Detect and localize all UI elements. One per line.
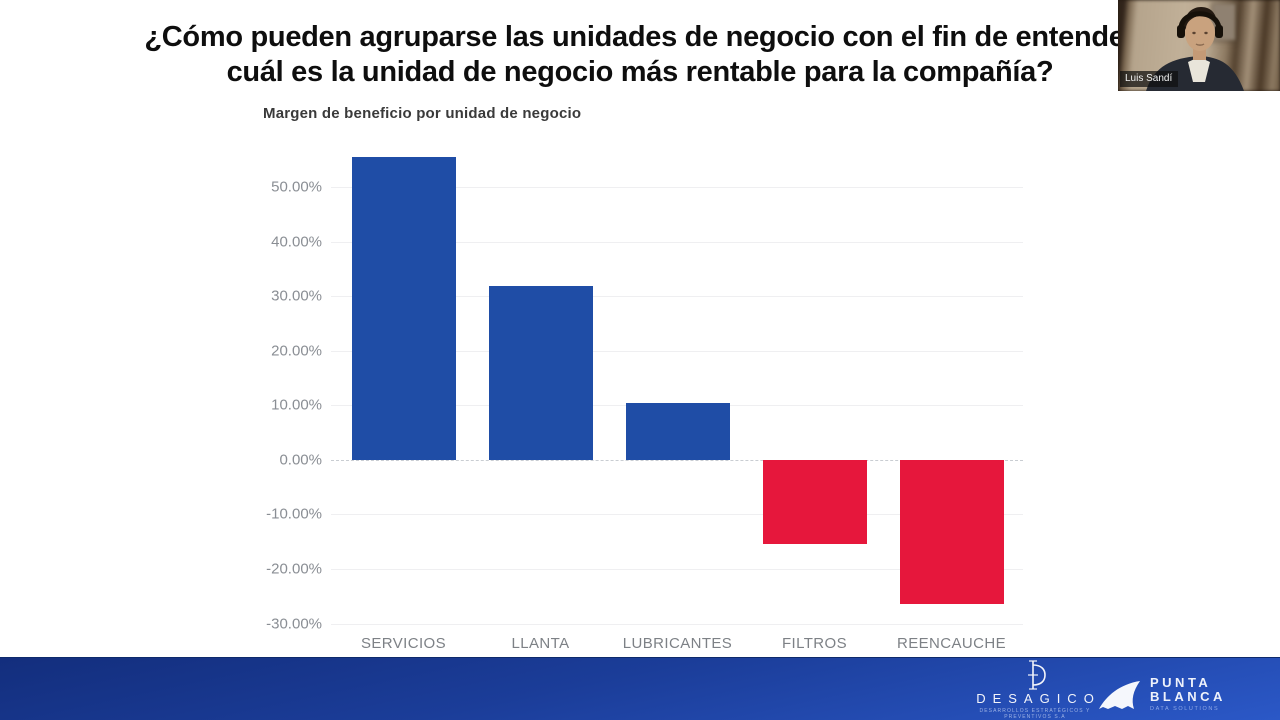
- y-axis-tick-label: 20.00%: [271, 342, 322, 360]
- gridline--10: [331, 514, 1023, 516]
- gridline-30: [331, 296, 1023, 298]
- punta-blanca-tagline: DATA SOLUTIONS: [1150, 706, 1220, 712]
- y-axis-tick-label: 10.00%: [271, 396, 322, 414]
- chart-plot-area: 50.00% 40.00% 30.00% 20.00% 10.00% 0.00% -10.0…: [266, 146, 1023, 652]
- x-axis-label-filtros: FILTROS: [781, 635, 848, 652]
- bar-llanta[interactable]: [488, 285, 593, 460]
- desagico-tagline: DESARROLLOS ESTRATÉGICOS Y PREVENTIVOS S…: [979, 708, 1091, 720]
- desagico-monogram-icon: [1028, 660, 1046, 690]
- bar-filtros[interactable]: [762, 459, 867, 544]
- x-axis-label-llanta: LLANTA: [511, 635, 570, 652]
- y-axis-tick-label: 50.00%: [271, 178, 322, 196]
- x-axis-label-lubricantes: LUBRICANTES: [622, 635, 733, 652]
- y-axis-tick-label: -30.00%: [266, 615, 322, 633]
- bar-servicios[interactable]: [351, 157, 456, 460]
- gridline--30: [331, 623, 1023, 625]
- x-axis-label-reencauche: REENCAUCHE: [896, 635, 1006, 652]
- bar-reencauche[interactable]: [899, 459, 1004, 604]
- slide-title-line1: ¿Cómo pueden agruparse las unidades de n…: [144, 21, 1136, 53]
- x-axis-label-servicios: SERVICIOS: [360, 635, 447, 652]
- gridline-20: [331, 350, 1023, 352]
- shark-fin-icon: [1099, 681, 1140, 709]
- gridline-40: [331, 241, 1023, 243]
- slide-title: ¿Cómo pueden agruparse las unidades de n…: [0, 20, 1280, 90]
- punta-blanca-logo: PUNTA BLANCA DATA SOLUTIONS: [1098, 676, 1226, 712]
- slide-title-line2: cuál es la unidad de negocio más rentabl…: [226, 56, 1054, 88]
- gridline--20: [331, 568, 1023, 570]
- y-axis-tick-label: 30.00%: [271, 287, 322, 305]
- y-axis-tick-label: 40.00%: [271, 233, 322, 250]
- y-axis-tick-label: -10.00%: [266, 505, 322, 523]
- participant-name: Luis Sandí: [1120, 71, 1179, 87]
- gridline-50: [331, 186, 1023, 188]
- y-axis-tick-label: 0.00%: [279, 451, 322, 469]
- desagico-name: DESAGICO: [976, 691, 1101, 706]
- punta-blanca-word1: PUNTA: [1150, 675, 1212, 690]
- webcam-overlay[interactable]: Luis Sandí: [1118, 0, 1280, 91]
- gridline-0: [331, 459, 1023, 461]
- chart-title: Margen de beneficio por unidad de negoci…: [263, 105, 582, 122]
- desagico-logo: DESAGICO DESARROLLOS ESTRATÉGICOS Y PREV…: [960, 660, 1110, 720]
- punta-blanca-word2: BLANCA: [1150, 689, 1226, 704]
- footer-bar: DESAGICO DESARROLLOS ESTRATÉGICOS Y PREV…: [0, 657, 1280, 720]
- bar-lubricantes[interactable]: [625, 403, 730, 460]
- y-axis-tick-label: -20.00%: [266, 560, 322, 578]
